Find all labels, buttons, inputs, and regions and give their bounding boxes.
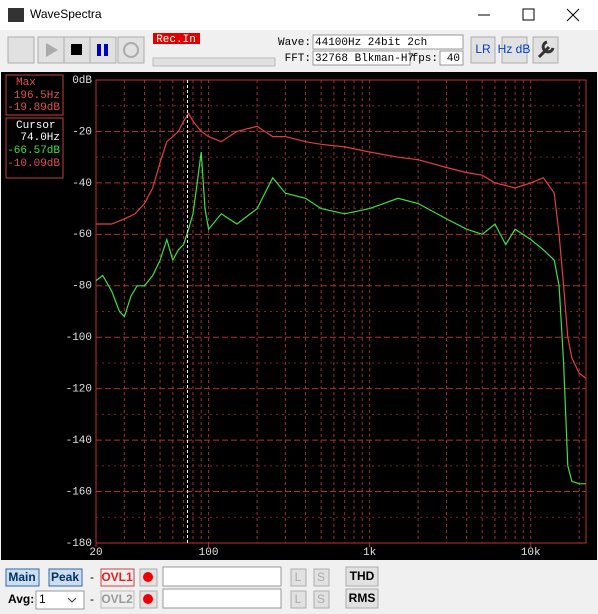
ovl2-indicator: [143, 594, 153, 604]
record-icon: [123, 42, 139, 58]
cursor-level-red: -10.09dB: [7, 158, 60, 170]
stop-icon: [71, 44, 82, 55]
avg-value: 1: [39, 592, 46, 606]
wave-value: 44100Hz 24bit 2ch: [315, 37, 427, 49]
max-title: Max: [16, 77, 36, 89]
spectrum-line: [95, 151, 586, 485]
s1-label: S: [317, 570, 325, 584]
cursor-title: Cursor: [16, 120, 56, 132]
pause-icon: [97, 44, 101, 56]
rec-in-label: Rec.In: [156, 34, 196, 46]
plot-frame: [95, 79, 587, 544]
rms-label: RMS: [349, 591, 376, 605]
wave-label: Wave:: [278, 37, 311, 49]
fps-box: [439, 50, 464, 66]
y-tick-label: -20: [72, 126, 92, 138]
peak-button[interactable]: [48, 568, 83, 587]
fft-label: FFT:: [285, 53, 311, 65]
y-tick-label: 0dB: [72, 75, 92, 87]
y-tick-label: -160: [66, 486, 92, 498]
wrench-icon: [537, 40, 555, 59]
spectrum-line: [96, 112, 587, 379]
max-level: -19.89dB: [7, 102, 60, 114]
dash: -: [90, 592, 94, 606]
maximize[interactable]: [522, 8, 535, 21]
pause-button[interactable]: [89, 36, 117, 64]
fft-box: [312, 50, 411, 66]
ovl1-label: OVL1: [101, 570, 133, 584]
chart-panel: [1, 72, 597, 560]
rec-in-box: [153, 33, 200, 44]
ovl2-label: OVL2: [101, 592, 133, 606]
hzdb-icon: Hz dB: [498, 42, 531, 56]
x-tick-label: 1k: [363, 547, 377, 559]
thd-label: THD: [350, 569, 375, 583]
main-button[interactable]: [5, 568, 40, 587]
x-tick-label: 20: [89, 547, 102, 559]
y-tick-label: -60: [72, 229, 92, 241]
y-tick-label: -180: [66, 538, 92, 550]
thd-button[interactable]: [345, 566, 379, 587]
avg-combo[interactable]: [35, 590, 85, 610]
s1-button[interactable]: [313, 568, 330, 587]
cursor-freq: 74.0Hz: [20, 132, 60, 144]
l1-button[interactable]: [290, 568, 307, 587]
play-icon: [46, 43, 58, 57]
l2-button[interactable]: [290, 590, 307, 609]
x-tick-label: 10k: [521, 547, 541, 559]
wave-box: [312, 34, 464, 50]
y-tick-label: -140: [66, 435, 92, 447]
slider[interactable]: [152, 57, 276, 67]
record-button[interactable]: [117, 36, 145, 64]
rms-button[interactable]: [345, 588, 379, 609]
l2-label: L: [295, 592, 302, 606]
lr-button[interactable]: [470, 36, 496, 64]
l1-label: L: [295, 570, 302, 584]
pause-icon: [104, 44, 108, 56]
y-tick-label: -100: [66, 332, 92, 344]
cursor-readout-box: [5, 117, 64, 179]
button[interactable]: [7, 36, 35, 64]
fps-label: fps:: [412, 53, 438, 65]
y-tick-label: -40: [72, 178, 92, 190]
max-freq: 196.5Hz: [14, 90, 60, 102]
y-tick-label: -80: [72, 281, 92, 293]
dash: -: [90, 570, 94, 584]
max-readout-box: [5, 74, 64, 116]
close[interactable]: [566, 8, 580, 22]
window-title: WaveSpectra: [30, 7, 102, 21]
s2-button[interactable]: [313, 590, 330, 609]
y-tick-label: -120: [66, 384, 92, 396]
fps-value: 40: [447, 53, 460, 65]
ovl1-field[interactable]: [162, 566, 282, 587]
lr-icon: LR: [475, 42, 491, 56]
cursor-level-green: -66.57dB: [7, 145, 60, 157]
ovl1-indicator: [143, 572, 153, 582]
combo-arrow: [67, 597, 77, 603]
hzdb-button[interactable]: [501, 36, 528, 64]
app-icon: [8, 8, 24, 22]
ovl2-field[interactable]: [162, 588, 282, 609]
x-tick-label: 100: [199, 547, 219, 559]
s2-label: S: [317, 592, 325, 606]
ovl1-box: [100, 568, 135, 587]
avg-label: Avg:: [8, 592, 34, 606]
fft-value: 32768 Blkman-H7: [315, 53, 414, 65]
title-bar: [0, 0, 598, 30]
ovl2-box: [100, 590, 135, 609]
main-label: Main: [8, 570, 35, 584]
peak-label: Peak: [51, 570, 79, 584]
